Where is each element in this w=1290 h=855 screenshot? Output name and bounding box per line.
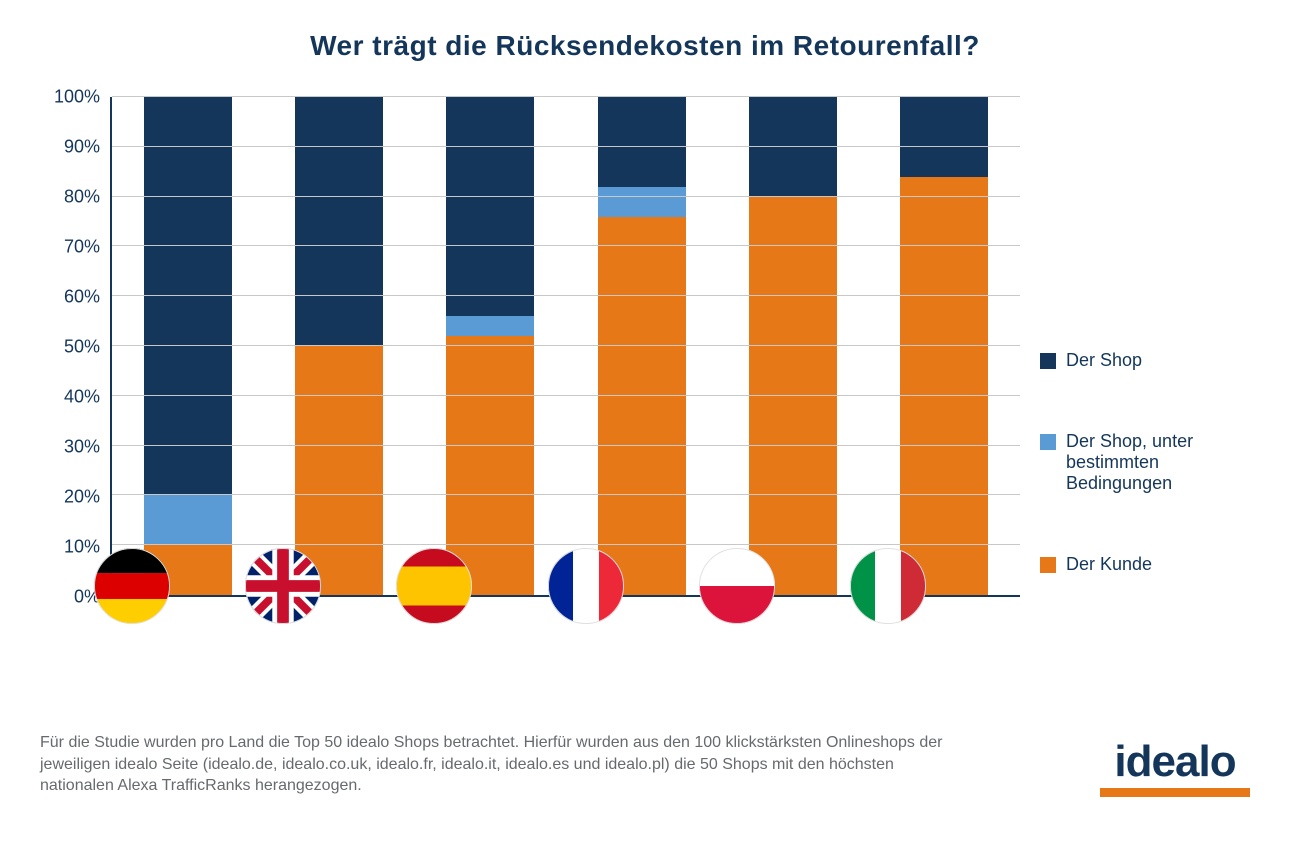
legend-label: Der Shop: [1066, 350, 1142, 371]
legend-item-shop: Der Shop: [1040, 350, 1250, 371]
chart-area: 0%10%20%30%40%50%60%70%80%90%100% Der Sh…: [40, 97, 1250, 677]
chart-title: Wer trägt die Rücksendekosten im Retoure…: [40, 30, 1250, 62]
plot-region: [110, 97, 1020, 597]
gridline: [112, 445, 1020, 446]
y-axis: 0%10%20%30%40%50%60%70%80%90%100%: [40, 97, 110, 597]
gridline: [112, 395, 1020, 396]
y-tick-label: 40%: [64, 387, 100, 408]
legend-swatch: [1040, 557, 1056, 573]
y-tick-label: 10%: [64, 537, 100, 558]
bar-es: [446, 97, 534, 595]
plot-wrap: 0%10%20%30%40%50%60%70%80%90%100%: [40, 97, 1020, 677]
segment-kunde: [598, 217, 686, 595]
segment-shop_bed: [144, 495, 232, 545]
bar-it: [900, 97, 988, 595]
segment-shop: [144, 97, 232, 495]
bar-uk: [295, 97, 383, 595]
segment-kunde: [446, 336, 534, 595]
gridline: [112, 494, 1020, 495]
gridline: [112, 196, 1020, 197]
legend-label: Der Kunde: [1066, 554, 1152, 575]
y-tick-label: 70%: [64, 237, 100, 258]
legend: Der Shop Der Shop, unter bestimmten Bedin…: [1020, 97, 1250, 677]
segment-shop_bed: [598, 187, 686, 217]
gridline: [112, 544, 1020, 545]
y-tick-label: 20%: [64, 487, 100, 508]
logo-underline: [1100, 788, 1250, 797]
segment-kunde: [900, 177, 988, 595]
gridline: [112, 295, 1020, 296]
gridline: [112, 345, 1020, 346]
bar-fr: [598, 97, 686, 595]
y-tick-label: 0%: [74, 587, 100, 608]
legend-item-shop_bed: Der Shop, unter bestimmten Bedingungen: [1040, 431, 1250, 494]
segment-shop: [749, 97, 837, 197]
idealo-logo: idealo: [1100, 740, 1250, 797]
legend-item-kunde: Der Kunde: [1040, 554, 1250, 575]
gridline: [112, 245, 1020, 246]
legend-swatch: [1040, 434, 1056, 450]
y-tick-label: 90%: [64, 137, 100, 158]
y-tick-label: 60%: [64, 287, 100, 308]
y-tick-label: 80%: [64, 187, 100, 208]
footer: Für die Studie wurden pro Land die Top 5…: [40, 732, 1250, 797]
bar-de: [144, 97, 232, 595]
bars-container: [112, 97, 1020, 595]
footnote-text: Für die Studie wurden pro Land die Top 5…: [40, 732, 970, 797]
segment-shop_bed: [446, 316, 534, 336]
bar-pl: [749, 97, 837, 595]
y-tick-label: 50%: [64, 337, 100, 358]
y-tick-label: 100%: [54, 87, 100, 108]
gridline: [112, 96, 1020, 97]
segment-shop: [598, 97, 686, 187]
legend-swatch: [1040, 353, 1056, 369]
segment-shop: [900, 97, 988, 177]
segment-kunde: [295, 346, 383, 595]
legend-label: Der Shop, unter bestimmten Bedingungen: [1066, 431, 1250, 494]
gridline: [112, 146, 1020, 147]
segment-shop: [446, 97, 534, 316]
y-tick-label: 30%: [64, 437, 100, 458]
segment-kunde: [144, 545, 232, 595]
logo-text: idealo: [1114, 740, 1235, 784]
segment-shop: [295, 97, 383, 346]
